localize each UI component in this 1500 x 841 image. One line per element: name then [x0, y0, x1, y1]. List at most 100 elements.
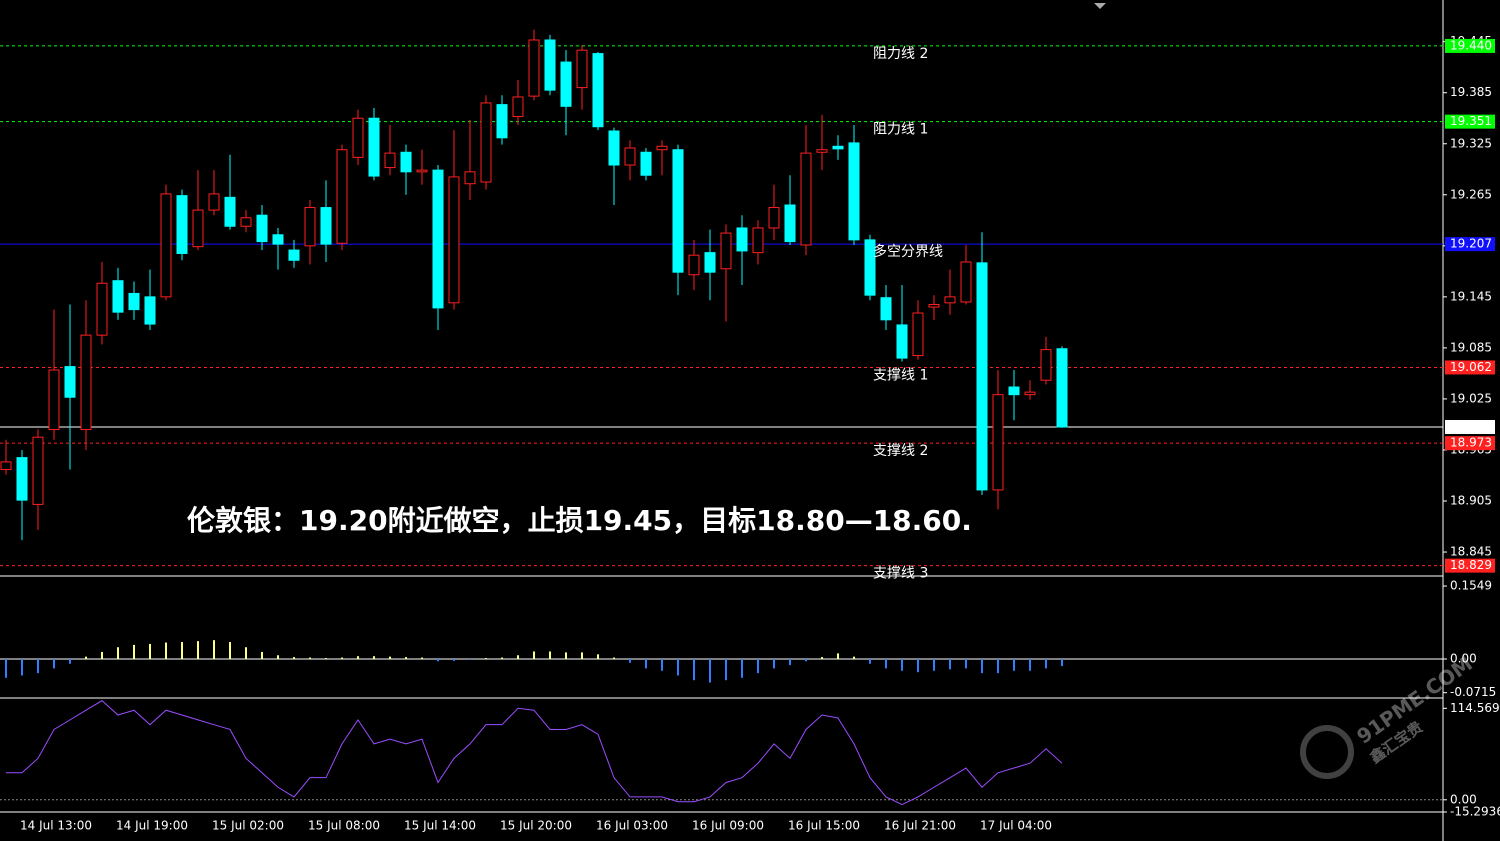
candle-body	[752, 227, 764, 254]
candle-body	[272, 234, 284, 245]
candle-body	[960, 261, 972, 303]
price-box	[1445, 237, 1495, 252]
x-tick-label: 15 Jul 14:00	[404, 819, 476, 833]
candle-body	[336, 149, 348, 244]
candle-body	[192, 209, 204, 248]
candle-body	[864, 239, 876, 296]
price-label: 19.351	[1450, 114, 1492, 128]
y-tick-label: 114.5698	[1450, 701, 1500, 715]
candle-body	[0, 461, 12, 471]
candle-body	[480, 102, 492, 183]
candle-body	[288, 249, 300, 261]
candle-body	[128, 292, 140, 311]
x-tick-label: 16 Jul 21:00	[884, 819, 956, 833]
candle-body	[976, 262, 988, 491]
y-tick-label: -0.0715	[1450, 685, 1496, 699]
candle-body	[736, 227, 748, 252]
candle-body	[80, 334, 92, 431]
price-box	[1445, 38, 1495, 53]
candle-body	[368, 117, 380, 177]
candle-body	[496, 104, 508, 139]
y-tick-label: 19.385	[1450, 85, 1492, 99]
candle-body	[1056, 348, 1068, 428]
candle-body	[704, 252, 716, 273]
candle-body	[528, 39, 540, 97]
y-tick-label: 19.325	[1450, 136, 1492, 150]
y-tick-label: 19.265	[1450, 187, 1492, 201]
y-tick-label: 19.085	[1450, 340, 1492, 354]
candle-body	[448, 176, 460, 304]
price-label: 19.062	[1450, 360, 1492, 374]
level-name: 阻力线 1	[873, 122, 928, 138]
candle-body	[384, 152, 396, 169]
level-name: 阻力线 2	[873, 46, 928, 62]
level-name: 支撑线 2	[873, 443, 928, 459]
candle-body	[848, 142, 860, 241]
candle-body	[224, 196, 236, 227]
price-box	[1445, 436, 1495, 451]
annotation: 伦敦银：19.20附近做空，止损19.45，目标18.80—18.60.	[187, 504, 972, 537]
candle-body	[816, 149, 828, 153]
candle-body	[400, 151, 412, 173]
candle-body	[560, 61, 572, 107]
candle-body	[544, 39, 556, 91]
level-name: 多空分界线	[873, 243, 943, 260]
candle-body	[656, 145, 668, 151]
candle-body	[464, 171, 476, 185]
candle-body	[208, 193, 220, 211]
candle-body	[416, 169, 428, 173]
candle-body	[176, 195, 188, 254]
y-tick-label: 18.905	[1450, 493, 1492, 507]
candle-body	[624, 147, 636, 166]
candle-body	[240, 217, 252, 227]
candle-body	[304, 207, 316, 247]
candle-body	[512, 96, 524, 118]
candle-body	[48, 369, 60, 431]
candle-body	[96, 282, 108, 336]
y-tick-label: 0.1549	[1450, 579, 1492, 593]
y-tick-label: 0.00	[1450, 792, 1477, 806]
candle-body	[160, 193, 172, 298]
shift-marker	[1094, 3, 1106, 9]
candle-body	[832, 145, 844, 150]
x-tick-label: 15 Jul 02:00	[212, 819, 284, 833]
y-tick-label: 19.025	[1450, 391, 1492, 405]
level-name: 支撑线 3	[873, 566, 928, 582]
candle-body	[688, 254, 700, 276]
price-box	[1445, 558, 1495, 573]
price-label: 19.440	[1450, 38, 1492, 52]
level-name: 支撑线 1	[873, 367, 928, 383]
x-tick-label: 16 Jul 15:00	[788, 819, 860, 833]
candle-body	[432, 169, 444, 309]
price-label: 18.992	[1450, 419, 1492, 433]
y-tick-label: 18.845	[1450, 545, 1492, 559]
candle-body	[16, 457, 28, 501]
price-label: 18.829	[1450, 558, 1492, 572]
candle-body	[64, 366, 76, 398]
candle-body	[112, 280, 124, 313]
candle-body	[784, 204, 796, 243]
candle-body	[1008, 386, 1020, 396]
price-box	[1445, 360, 1495, 375]
candle-body	[576, 49, 588, 89]
candle-body	[928, 304, 940, 308]
oscillator-line	[6, 700, 1063, 806]
y-tick-label: -15.2936	[1450, 805, 1500, 819]
candle-body	[720, 232, 732, 270]
price-label: 18.973	[1450, 436, 1492, 450]
candle-body	[1024, 391, 1036, 396]
candle-body	[768, 207, 780, 229]
x-tick-label: 16 Jul 09:00	[692, 819, 764, 833]
candle-body	[944, 296, 956, 304]
candle-body	[32, 436, 44, 505]
candle-body	[880, 297, 892, 321]
candle-body	[608, 130, 620, 166]
candle-body	[672, 149, 684, 273]
candle-body	[256, 214, 268, 243]
x-tick-label: 15 Jul 20:00	[500, 819, 572, 833]
candle-body	[640, 151, 652, 176]
watermark-logo	[1300, 725, 1354, 779]
candle-body	[592, 53, 604, 128]
